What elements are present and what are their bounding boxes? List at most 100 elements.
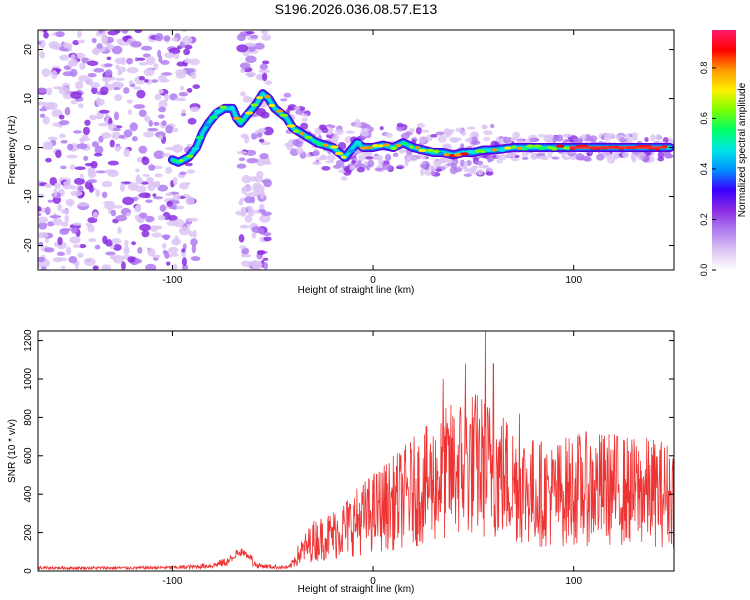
noise-blob (127, 256, 136, 263)
noise-blob (165, 166, 173, 175)
noise-blob (236, 163, 247, 169)
noise-blob (121, 261, 126, 270)
track-haze-blob (463, 173, 472, 177)
noise-blob (113, 87, 121, 91)
track-core-blob (551, 147, 558, 151)
noise-blob (256, 250, 266, 255)
noise-blob (264, 80, 273, 85)
noise-blob (42, 141, 53, 148)
track-core-blob (276, 109, 284, 113)
noise-blob (262, 257, 269, 261)
noise-blob (83, 155, 89, 161)
noise-blob (67, 143, 74, 151)
track-core-blob (555, 144, 565, 148)
noise-blob (75, 52, 86, 59)
track-haze-blob (280, 98, 288, 102)
noise-blob (135, 185, 147, 193)
track-core-blob (511, 145, 517, 149)
noise-blob (174, 97, 187, 102)
noise-blob (166, 261, 171, 266)
noise-blob (54, 182, 61, 189)
noise-blob (136, 156, 144, 163)
track-core-blob (401, 141, 408, 146)
noise-blob (136, 57, 146, 61)
noise-blob (172, 263, 178, 270)
noise-blob (240, 253, 252, 258)
noise-blob (55, 68, 62, 72)
noise-blob (158, 114, 165, 119)
noise-blob (250, 34, 259, 39)
noise-blob (43, 31, 49, 39)
track-core-blob (466, 149, 476, 154)
noise-blob (94, 244, 101, 250)
noise-blob (87, 169, 97, 179)
snr-y-tick-label: 1000 (23, 367, 34, 390)
track-haze-blob (301, 117, 308, 122)
noise-blob (154, 225, 163, 230)
noise-blob (138, 61, 149, 66)
noise-blob (38, 40, 42, 45)
track-core-blob (340, 155, 347, 159)
track-haze-blob (398, 147, 405, 154)
noise-blob (260, 179, 272, 184)
track-haze-blob (466, 126, 476, 130)
noise-blob (138, 75, 146, 81)
track-core-blob (426, 148, 435, 152)
noise-blob (63, 181, 71, 187)
noise-blob (38, 241, 44, 247)
track-core-blob (390, 146, 398, 150)
track-haze-blob (332, 164, 342, 169)
track-haze-blob (460, 130, 467, 136)
noise-blob (141, 156, 150, 166)
noise-blob (175, 69, 187, 75)
track-haze-blob (503, 136, 508, 144)
noise-blob (55, 149, 62, 159)
noise-blob (258, 209, 266, 213)
noise-blob (121, 56, 126, 66)
track-haze-blob (521, 156, 529, 160)
noise-blob (100, 132, 112, 139)
noise-blob (112, 127, 121, 132)
noise-blob (57, 203, 62, 211)
noise-blob (238, 157, 246, 162)
noise-blob (183, 48, 191, 56)
track-haze-blob (449, 166, 458, 175)
noise-blob (63, 42, 69, 49)
track-haze-blob (321, 127, 329, 134)
track-haze-blob (358, 154, 366, 162)
noise-blob (135, 177, 144, 185)
noise-blob (261, 72, 268, 82)
track-haze-blob (495, 154, 501, 159)
noise-blob (143, 131, 155, 138)
track-haze-blob (294, 106, 301, 111)
track-haze-blob (356, 166, 365, 173)
noise-blob (103, 63, 113, 68)
noise-blob (251, 261, 263, 268)
track-haze-blob (327, 153, 336, 162)
noise-blob (169, 205, 179, 210)
noise-blob (258, 138, 265, 143)
noise-blob (104, 113, 110, 118)
noise-blob (38, 262, 44, 268)
noise-blob (186, 143, 193, 147)
track-haze-blob (351, 160, 356, 165)
noise-blob (143, 68, 155, 77)
track-haze-blob (655, 133, 661, 141)
noise-blob (247, 208, 255, 217)
noise-blob (70, 190, 83, 197)
track-core-blob (563, 146, 572, 150)
track-haze-blob (363, 160, 369, 167)
noise-blob (126, 66, 139, 74)
track-haze-blob (603, 134, 611, 142)
track-core-blob (268, 103, 276, 108)
noise-blob (186, 88, 193, 93)
noise-blob (77, 30, 82, 38)
track-haze-blob (379, 125, 384, 131)
noise-blob (39, 108, 48, 112)
noise-blob (154, 93, 162, 101)
colorbar-gradient (712, 30, 736, 270)
noise-blob (158, 106, 167, 113)
track-haze-blob (435, 168, 442, 172)
noise-blob (239, 224, 250, 229)
